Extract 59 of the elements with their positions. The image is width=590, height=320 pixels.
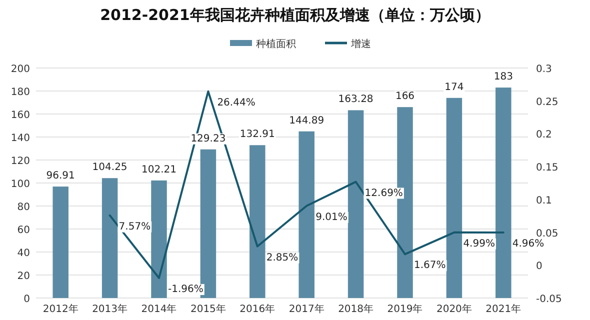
bar [298,131,314,298]
data-label: 1.67% [414,260,446,272]
y-tick-label: 200 [10,64,30,75]
y2-tick-label: 0.25 [536,96,558,108]
bar [250,145,266,298]
data-label: 7.57% [118,221,151,232]
bar [52,186,68,298]
y-tick-label: 0 [24,294,30,305]
data-label: 26.44% [217,97,256,108]
y2-tick-label: 0 [536,261,542,272]
y2-tick-label: 0.05 [536,228,558,240]
legend-label: 增速 [350,38,371,50]
data-label: 144.89 [289,115,324,126]
y2-tick-label: 0.1 [536,195,552,206]
y-tick-label: 100 [10,179,30,190]
x-tick-label: 2017年 [288,303,324,315]
bar [348,110,364,298]
data-label: 129.23 [190,133,226,144]
bar [496,88,512,298]
data-label: 12.69% [364,188,403,199]
y-tick-label: 120 [10,156,30,167]
chart-title: 2012-2021年我国花卉种植面积及增速（单位：万公顷） [100,6,490,24]
x-tick-label: 2020年 [436,303,472,315]
y-tick-label: 80 [17,202,30,213]
bar [102,178,118,298]
x-tick-label: 2019年 [387,303,423,315]
data-label: 132.91 [240,129,275,140]
y2-tick-label: 0.15 [536,162,558,174]
bar [446,98,462,298]
x-tick-label: 2016年 [240,303,276,315]
data-label: 96.91 [46,170,75,182]
data-label: -1.96% [168,284,204,296]
y2-tick-label: 0.2 [536,130,552,141]
y-tick-label: 60 [17,225,30,236]
x-tick-label: 2021年 [486,303,522,315]
y-tick-label: 140 [10,133,30,144]
y-tick-label: 40 [17,248,30,259]
y2-tick-label: -0.05 [536,294,562,305]
data-label: 102.21 [142,164,176,176]
y-tick-label: 20 [17,271,30,282]
data-label: 9.01% [316,212,348,223]
data-label: 174 [444,82,464,93]
y2-tick-label: 0.3 [536,64,552,75]
data-label: 166 [395,91,415,102]
x-tick-label: 2014年 [141,303,177,315]
x-tick-label: 2012年 [42,303,78,315]
data-label: 4.96% [512,238,544,250]
x-tick-label: 2018年 [338,303,374,315]
bar [151,180,167,298]
data-label: 4.99% [463,238,495,250]
data-label: 183 [494,72,513,83]
x-tick-label: 2015年 [190,303,226,315]
data-label: 163.28 [338,94,374,106]
legend-label: 种植面积 [256,38,296,50]
data-label: 104.25 [92,162,128,174]
y-tick-label: 160 [10,110,30,121]
y-tick-label: 180 [10,87,30,98]
data-label: 2.85% [266,252,298,264]
x-tick-label: 2013年 [92,303,128,315]
